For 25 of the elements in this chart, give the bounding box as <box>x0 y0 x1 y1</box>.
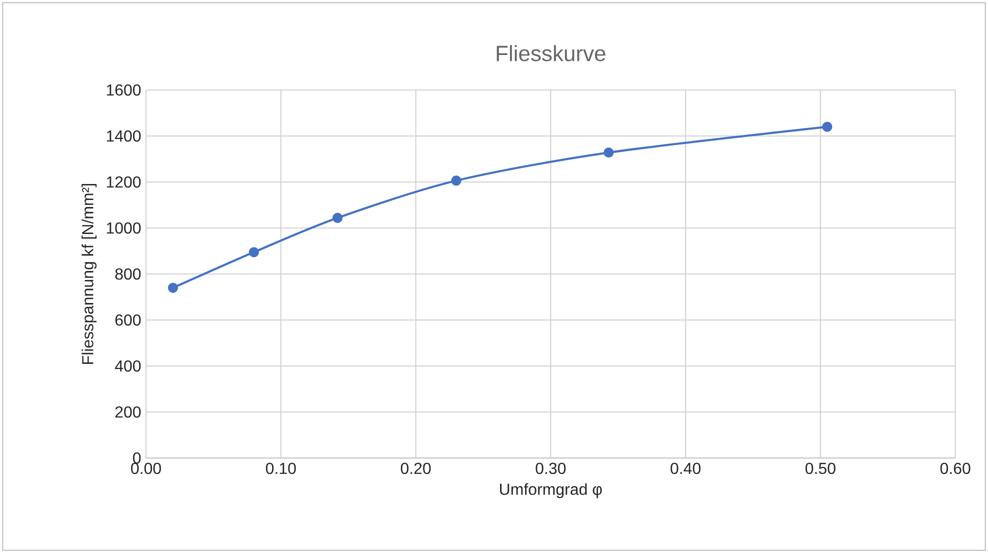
x-tick-label: 0.00 <box>131 462 161 474</box>
y-tick-label: 400 <box>114 360 141 372</box>
chart-title: Fliesskurve <box>496 45 606 62</box>
point <box>168 282 178 293</box>
point <box>822 122 832 132</box>
x-tick-label: 0.20 <box>400 462 431 474</box>
x-tick-label: 0.50 <box>806 462 836 474</box>
y-tick-label: 200 <box>115 406 141 418</box>
point <box>332 212 343 223</box>
y-tick-label: 600 <box>115 314 141 326</box>
point <box>451 176 462 186</box>
point <box>248 247 259 258</box>
x-tick-label: 0.60 <box>940 462 970 474</box>
point <box>604 147 614 158</box>
x-axis-title: Umformgrad φ <box>500 483 602 498</box>
y-axis-title: Fliesspannung kf [N/mm²] <box>82 184 97 364</box>
x-tick-label: 0.30 <box>536 462 566 474</box>
y-tick-label: 0 <box>133 452 141 464</box>
x-tick-label: 0.40 <box>670 462 701 474</box>
y-tick-label: 1400 <box>106 130 141 142</box>
y-tick-label: 1000 <box>106 222 141 234</box>
y-tick-label: 800 <box>115 268 141 280</box>
y-tick-label: 1200 <box>106 176 141 188</box>
y-tick-label: 1600 <box>106 84 141 96</box>
x-tick-label: 0.10 <box>266 462 296 474</box>
